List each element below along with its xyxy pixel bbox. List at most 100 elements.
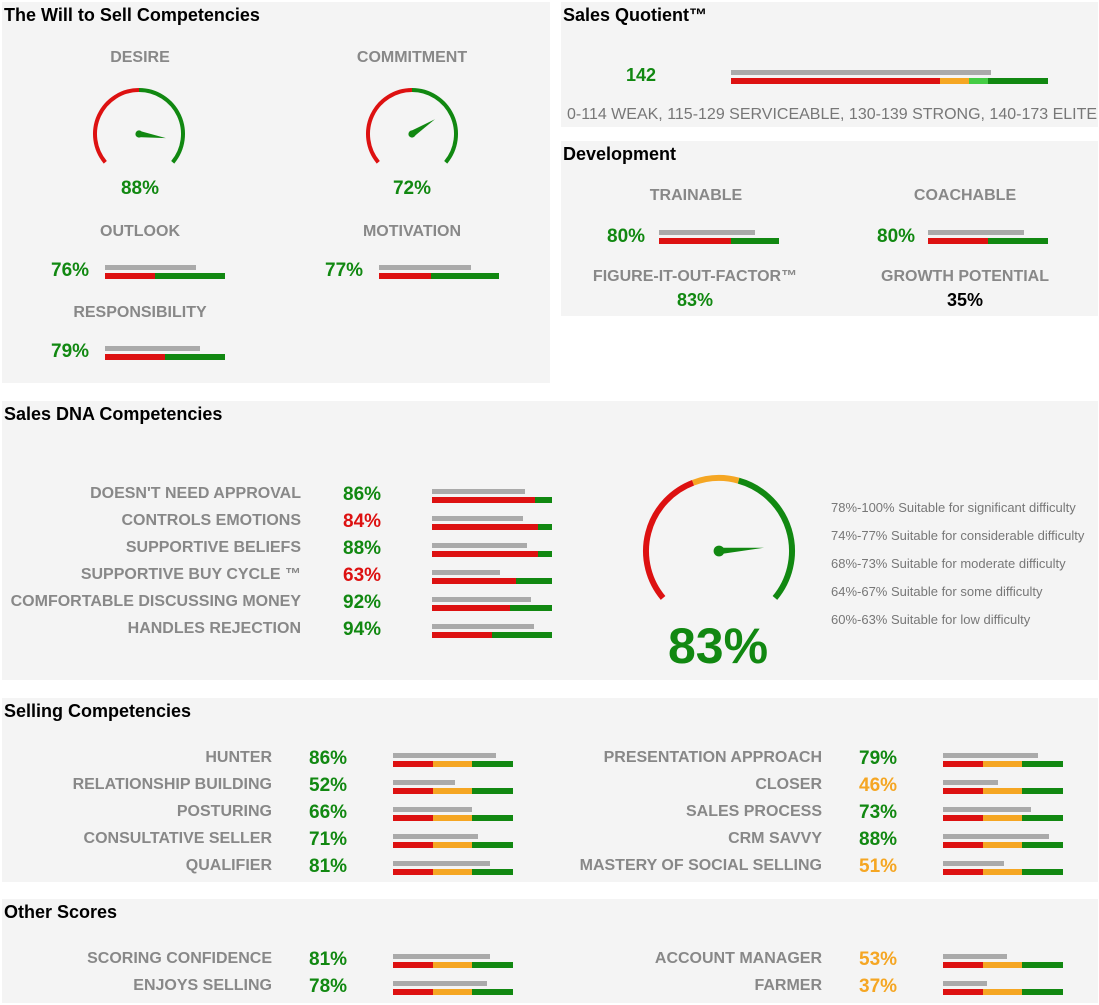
coachable-bar [928,230,1048,244]
sales-dna-gauge-arc-orange [692,475,740,486]
scale-segment [982,815,1023,821]
left-item-value: 81% [309,856,348,877]
desire-gauge-needle [138,130,166,139]
commitment-gauge-arc-green [411,88,458,164]
left-item-bar [393,954,513,968]
will-to-sell-panel: The Will to Sell Competencies DESIRE 88%… [2,2,550,383]
scale-segment [432,524,538,530]
score-fill [105,346,200,351]
right-item-bar [943,861,1063,875]
scale-segment [472,869,513,875]
scale-segment [1022,962,1063,968]
scale-segment [731,238,779,244]
right-item-value: 51% [859,856,898,877]
motivation-label: MOTIVATION [362,223,462,240]
dna-item-bar [432,624,552,638]
score-fill [432,543,528,548]
dna-item-bar [432,543,552,557]
score-fill [393,954,491,959]
scale-segment [432,551,538,557]
sales-quotient-fill [731,70,991,75]
dna-item-value: 86% [343,484,382,505]
right-item-bar [943,780,1063,794]
coachable-value: 80% [877,226,916,247]
right-item-bar [943,753,1063,767]
scale-segment [982,788,1023,794]
scale-segment [943,788,983,794]
scale-segment [432,815,473,821]
desire-gauge-hub [135,130,143,138]
dna-legend-item: 64%-67% Suitable for some difficulty [831,584,1043,599]
scale-segment [537,551,552,557]
dna-legend-item: 74%-77% Suitable for considerable diffic… [831,528,1085,543]
trainable-value: 80% [607,226,646,247]
sales-dna-overall-value: 83% [667,618,769,674]
dna-item-bar [432,570,552,584]
score-fill [432,624,534,629]
right-item-value: 46% [859,775,898,796]
scale-segment [432,989,473,995]
scale-segment [943,869,983,875]
scale-segment [432,605,510,611]
left-item-bar [393,753,513,767]
score-fill [943,780,999,785]
score-fill [393,861,491,866]
outlook-label: OUTLOOK [100,223,180,240]
left-item-value: 66% [309,802,348,823]
scale-segment [982,989,1023,995]
scale-segment [535,497,552,503]
scale-segment [510,605,552,611]
outlook-bar [105,265,225,279]
dna-item-value: 92% [343,592,382,613]
left-item-value: 78% [309,976,348,997]
motivation-bar [379,265,499,279]
trainable-bar [659,230,779,244]
dna-item-bar [432,597,552,611]
scale-segment [659,238,731,244]
right-item-label: CRM SAVVY [728,830,822,847]
sales-dna-gauge-arc-green [737,477,795,600]
scale-segment [943,761,983,767]
dna-item-label: COMFORTABLE DISCUSSING MONEY [10,593,301,610]
scale-segment [943,962,983,968]
score-fill [393,981,487,986]
scale-segment [472,989,513,995]
growth-potential-label: GROWTH POTENTIAL [881,268,1049,285]
right-item-label: FARMER [754,977,822,994]
scale-segment [393,842,433,848]
commitment-gauge-arc-red [366,88,413,164]
scale-segment [472,962,513,968]
sales-quotient-bar [731,70,1048,84]
scale-segment [432,842,473,848]
scale-segment [393,815,433,821]
desire-gauge [93,88,185,164]
score-fill [393,834,479,839]
right-item-value: 53% [859,949,898,970]
scale-segment [472,761,513,767]
sales-dna-panel: Sales DNA Competencies DOESN'T NEED APPR… [2,401,1098,680]
will-to-sell-title: The Will to Sell Competencies [4,5,260,25]
dna-legend-item: 68%-73% Suitable for moderate difficulty [831,556,1066,571]
left-item-label: HUNTER [205,749,272,766]
left-item-label: POSTURING [176,803,272,820]
left-item-bar [393,780,513,794]
development-title: Development [563,144,677,164]
commitment-value: 72% [392,178,432,199]
score-fill [393,807,473,812]
scale-segment [432,869,473,875]
dna-item-value: 94% [343,619,382,640]
score-fill [432,489,525,494]
score-fill [105,265,197,270]
scale-segment [379,273,431,279]
right-item-label: PRESENTATION APPROACH [603,749,822,766]
score-fill [943,807,1031,812]
sales-quotient-scale: 0-114 WEAK, 115-129 SERVICEABLE, 130-139… [567,106,1098,123]
dna-legend-item: 60%-63% Suitable for low difficulty [831,612,1031,627]
right-item-bar [943,834,1063,848]
score-fill [943,753,1038,758]
score-fill [432,516,523,521]
left-item-label: SCORING CONFIDENCE [87,950,272,967]
score-fill [943,861,1005,866]
desire-label: DESIRE [110,49,170,66]
desire-gauge-arc-green [138,88,185,164]
